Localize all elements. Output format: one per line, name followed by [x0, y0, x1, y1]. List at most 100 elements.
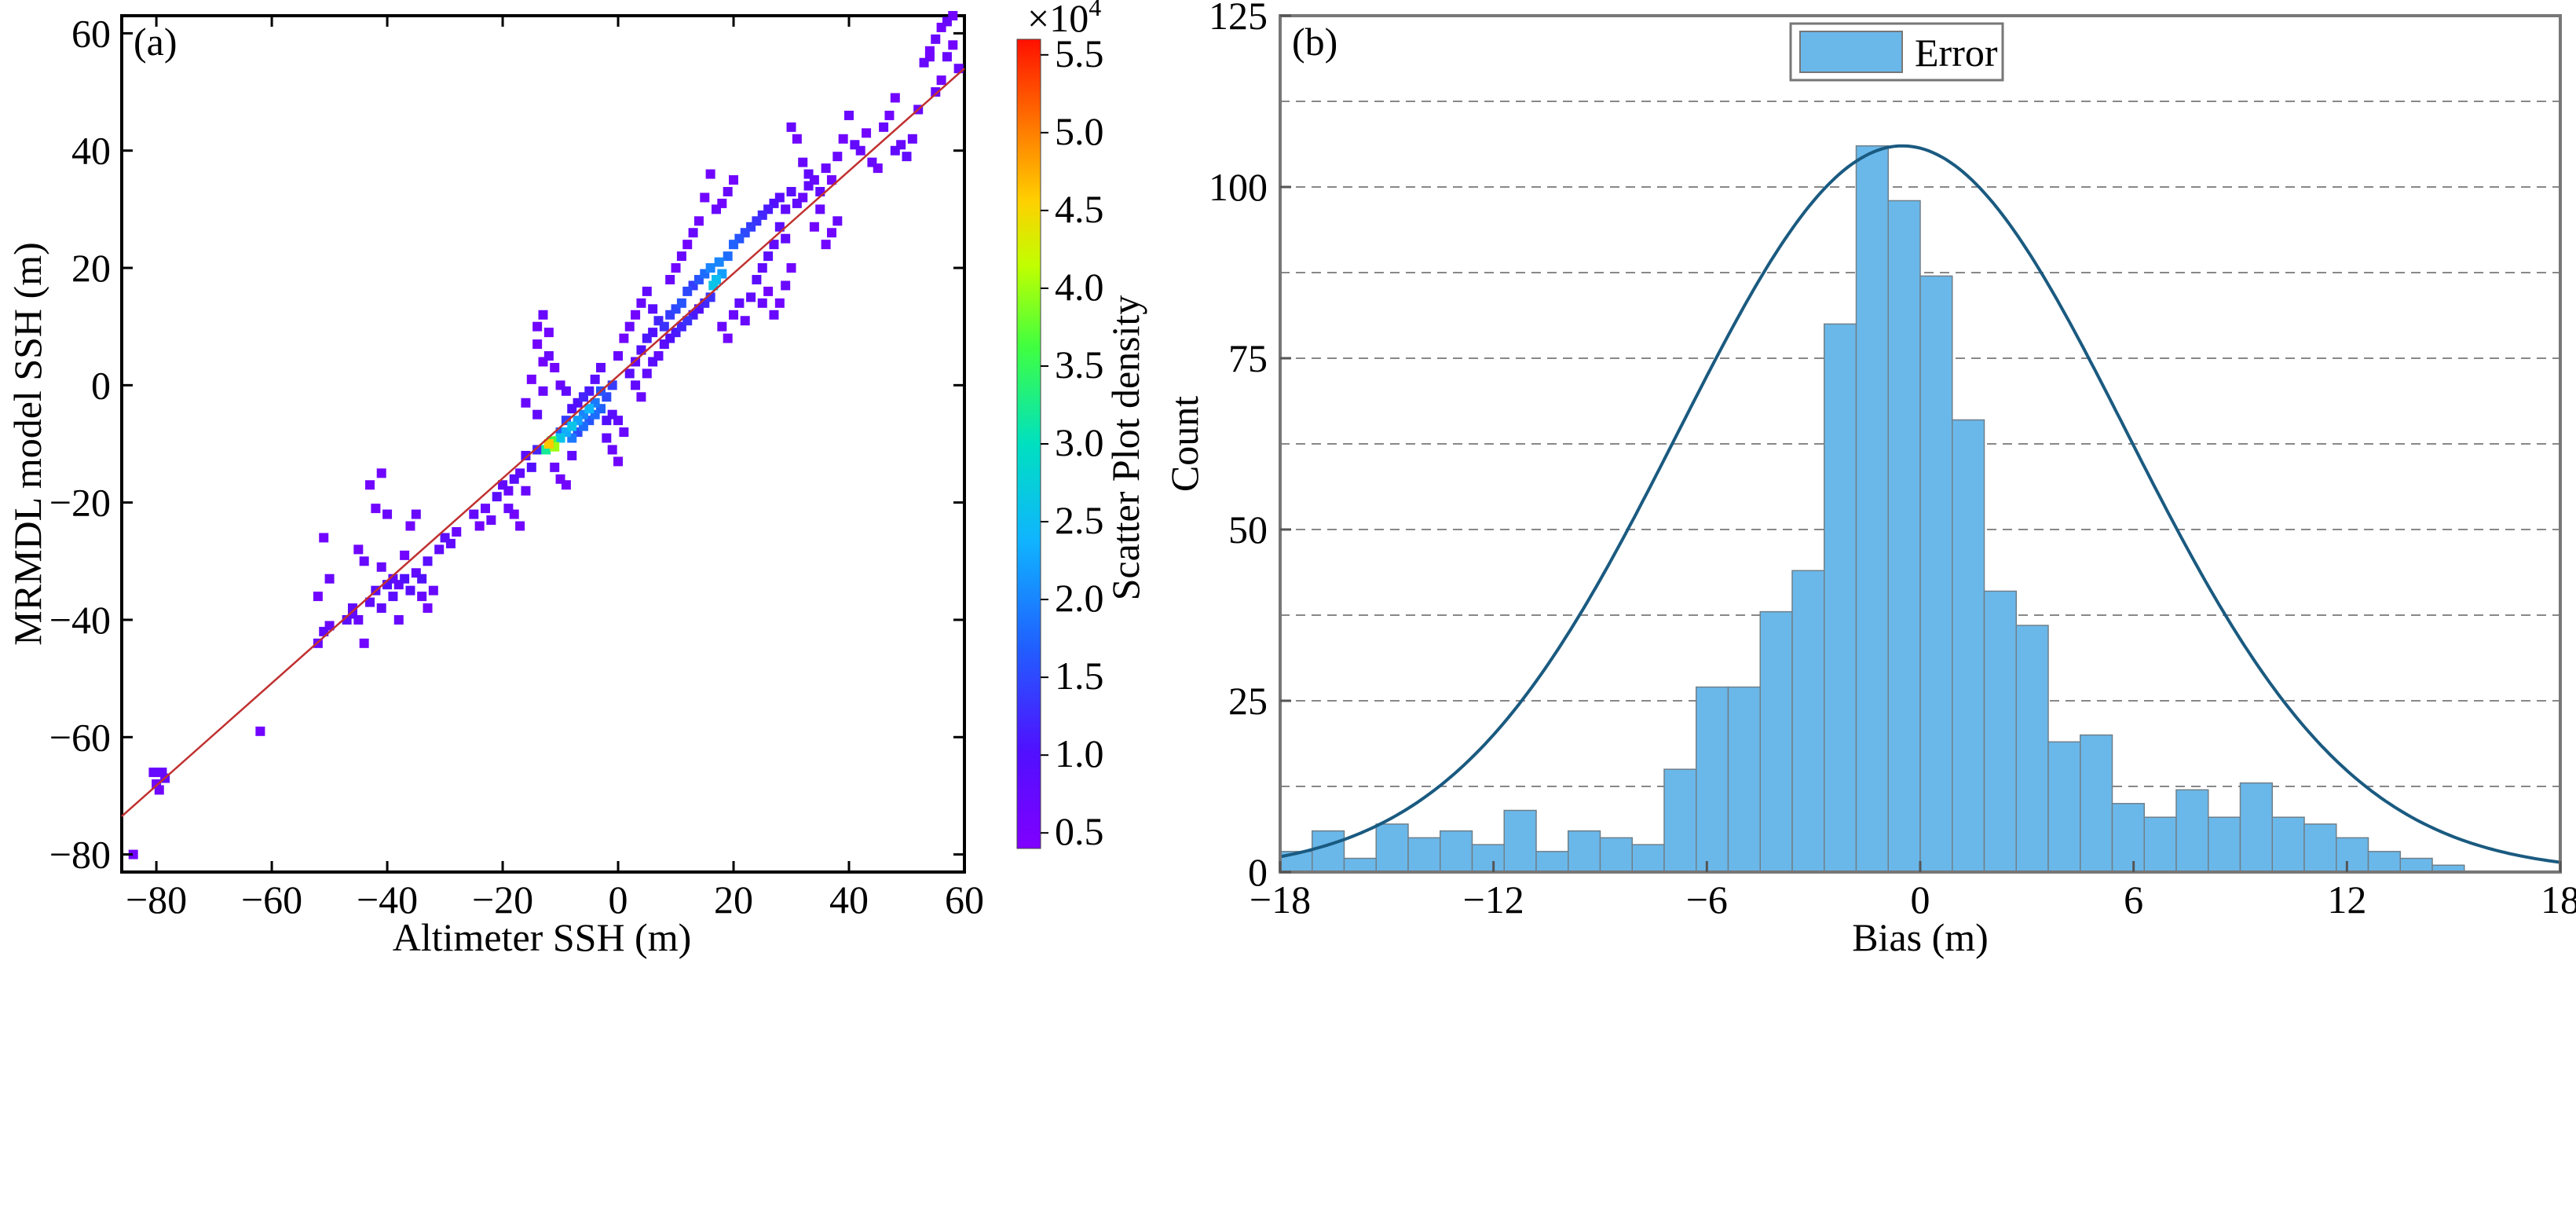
y-tick-label: −20: [49, 481, 111, 525]
scatter-point: [393, 580, 404, 590]
x-tick-label: 0: [609, 878, 628, 922]
colorbar-ticks: 5.5 5.0 4.5 4.0 3.5 3.0 2.5 2.0 1.5 1.0 0.5: [1041, 31, 1104, 853]
scatter-point: [388, 592, 398, 602]
scatter-point: [948, 40, 958, 50]
scatter-point: [740, 316, 750, 326]
y-tick-label: 0: [91, 363, 111, 407]
histogram-bar: [1663, 768, 1697, 873]
scatter-point: [567, 421, 577, 431]
scatter-point: [417, 592, 427, 602]
scatter-point: [826, 175, 836, 185]
hist-y-tick-label: 25: [1228, 679, 1268, 723]
scatter-point: [821, 240, 831, 250]
scatter-point: [803, 169, 814, 179]
x-tick-label: −40: [357, 878, 418, 922]
histogram-bar: [2111, 803, 2145, 873]
scatter-point: [423, 556, 433, 566]
scatter-point: [521, 398, 531, 408]
scatter-point: [624, 321, 635, 332]
scatter-point: [619, 427, 629, 438]
histogram-panel: −18 −12 −6 0 6 12 18 0 25 50 75 100 125 (b) Error Bi…: [1162, 0, 2576, 959]
scatter-point: [798, 157, 808, 167]
scatter-point: [729, 240, 739, 250]
scatter-point: [359, 638, 369, 648]
scatter-point: [717, 321, 727, 332]
colorbar-tick-label: 5.5: [1055, 31, 1104, 75]
scatter-point: [550, 462, 560, 472]
histogram-bar: [1887, 200, 1921, 873]
scatter-point: [613, 351, 624, 361]
scatter-point: [474, 521, 485, 531]
scatter-point: [942, 16, 952, 27]
histogram-bar: [2367, 851, 2401, 873]
histogram-bar: [2336, 837, 2369, 873]
scatter-point: [838, 134, 848, 144]
scatter-point: [532, 321, 543, 332]
scatter-point: [532, 409, 543, 420]
scatter-point: [148, 768, 159, 778]
scatter-point: [602, 416, 612, 426]
hist-x-tick-label: 6: [2124, 878, 2143, 922]
y-tick-label: −40: [49, 598, 111, 642]
hist-y-tick-label: 100: [1209, 165, 1268, 209]
scatter-point: [902, 152, 912, 162]
scatter-point: [879, 122, 889, 132]
colorbar-tick-label: 0.5: [1055, 809, 1104, 853]
scatter-point: [682, 240, 693, 250]
scatter-point: [376, 603, 386, 614]
scatter-point: [931, 34, 941, 44]
histogram-gridlines: [1280, 101, 2560, 787]
scatter-point: [578, 392, 588, 402]
histogram-bar: [1631, 844, 1665, 873]
scatter-point: [550, 362, 560, 372]
scatter-point: [532, 339, 543, 350]
scatter-point: [631, 310, 641, 320]
scatter-point: [371, 504, 381, 514]
legend-label: Error: [1915, 31, 1998, 75]
histogram-bar: [1440, 830, 1473, 873]
histogram-x-axis-title: Bias (m): [1852, 915, 1989, 959]
normal-fit-curve: [1279, 144, 2561, 864]
scatter-point: [792, 198, 802, 208]
histogram-bar: [1824, 323, 1857, 873]
scatter-point: [532, 445, 543, 455]
y-tick-label: −80: [49, 833, 111, 877]
scatter-point: [642, 333, 652, 343]
colorbar-title: Scatter Plot density: [1103, 295, 1147, 601]
scatter-point: [405, 585, 415, 596]
hist-x-tick-label: 12: [2327, 878, 2366, 922]
scatter-point: [555, 433, 565, 443]
hist-y-tick-label: 50: [1228, 508, 1268, 552]
hist-x-tick-label: −18: [1250, 878, 1311, 922]
scatter-point: [708, 280, 719, 291]
scatter-point: [757, 263, 767, 273]
scatter-point: [821, 163, 831, 174]
hist-x-tick-label: −6: [1686, 878, 1728, 922]
scatter-point: [763, 286, 774, 296]
scatter-point: [757, 298, 767, 308]
scatter-point: [665, 274, 675, 284]
scatter-point: [567, 404, 577, 414]
scatter-point: [353, 544, 364, 555]
colorbar: [1016, 38, 1041, 849]
scatter-point: [128, 849, 138, 859]
scatter-y-axis-title: MRMDL model SSH (m): [5, 242, 49, 645]
scatter-point: [636, 298, 646, 308]
histogram-bar: [1535, 851, 1569, 873]
x-tick-label: 60: [945, 878, 984, 922]
scatter-point: [538, 386, 548, 396]
histogram-bar: [2208, 816, 2241, 873]
scatter-point: [890, 93, 900, 103]
histogram-bar: [1759, 610, 1793, 873]
scatter-point: [792, 134, 802, 144]
scatter-point: [324, 574, 335, 584]
scatter-point: [319, 533, 329, 543]
scatter-point: [919, 57, 929, 68]
fit-line: [121, 68, 965, 818]
scatter-point: [682, 316, 693, 326]
scatter-point: [832, 216, 843, 226]
scatter-point: [526, 374, 536, 384]
scatter-point: [786, 122, 796, 132]
hist-x-tick-label: −12: [1463, 878, 1524, 922]
